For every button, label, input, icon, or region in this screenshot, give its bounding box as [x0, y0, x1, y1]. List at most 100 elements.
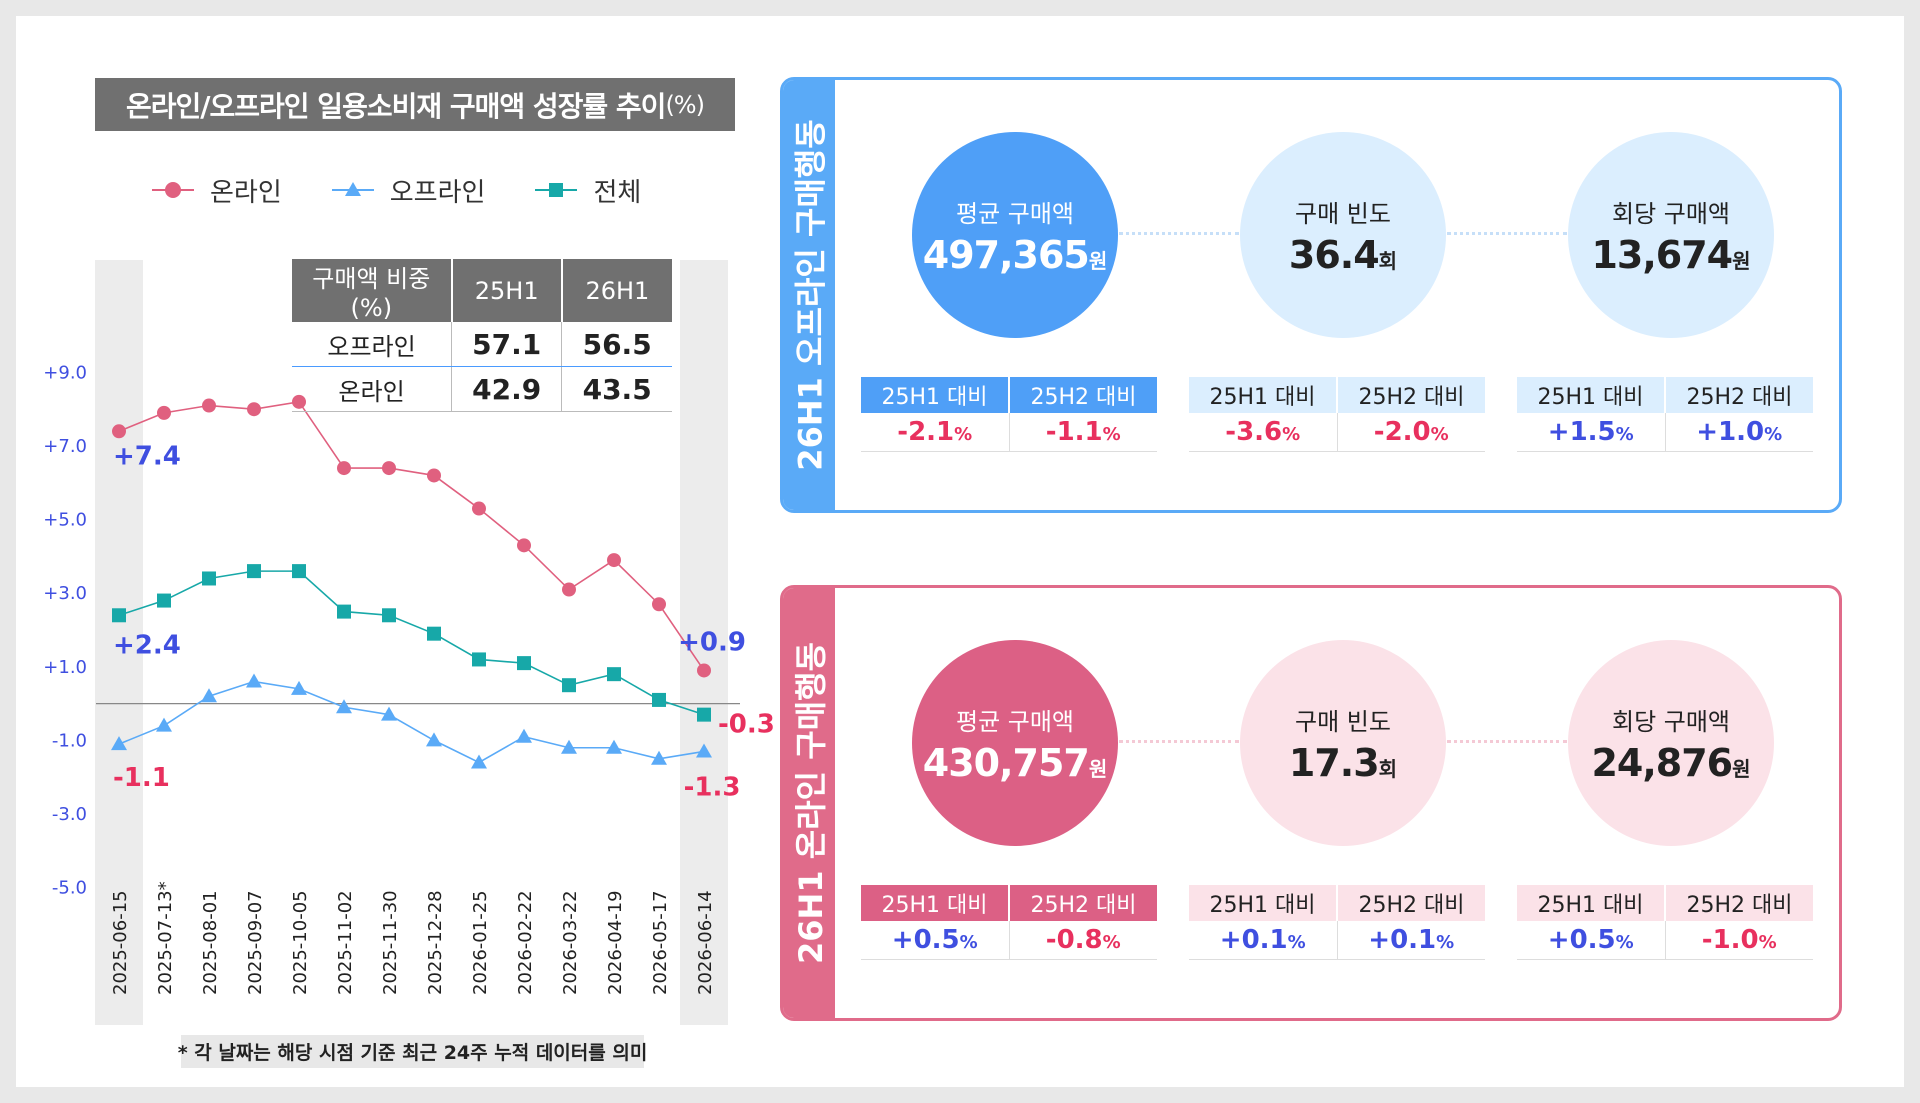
legend-item-total: 전체: [533, 172, 641, 209]
data-point: [697, 663, 711, 678]
data-point: [201, 688, 217, 703]
comparison-table: 25H1 대비 25H2 대비 +0.1% +0.1%: [1189, 885, 1485, 960]
share-table-row: 온라인 42.9 43.5: [292, 366, 672, 412]
share-row-label: 온라인: [292, 366, 452, 412]
change-value: +0.5: [891, 925, 960, 955]
data-point: [247, 402, 261, 417]
data-point: [606, 739, 622, 754]
offline-behavior-panel: 26H1 오프라인 구매행동 평균 구매액 497,365원 구매 빈도 36.…: [780, 77, 1842, 513]
series-line: [118, 570, 705, 716]
data-point: [561, 739, 577, 754]
comparison-cell: +0.5%: [1517, 921, 1666, 960]
x-tick-label: 2025-11-02: [335, 890, 356, 995]
comparison-header: 25H2 대비: [1009, 885, 1157, 921]
pct-unit: %: [954, 424, 973, 445]
x-tick-label: 2025-07-13*: [155, 881, 176, 995]
panel-label: 26H1 오프라인 구매행동: [783, 80, 835, 510]
data-point: [517, 656, 531, 671]
online-behavior-panel: 26H1 온라인 구매행동 평균 구매액 430,757원 구매 빈도 17.3…: [780, 585, 1842, 1021]
comparison-header: 25H1 대비: [1189, 377, 1338, 413]
dotted-connector: [1119, 740, 1239, 743]
comparison-header: 25H1 대비: [1517, 885, 1666, 921]
data-point: [651, 750, 667, 765]
data-point: [427, 626, 441, 641]
y-tick-label: -3.0: [52, 804, 87, 825]
data-label: +0.9: [678, 627, 746, 657]
data-point: [112, 424, 126, 439]
metric-value: 430,757: [922, 740, 1090, 785]
chart-title: 온라인/오프라인 일용소비재 구매액 성장률 추이 (%): [95, 78, 735, 131]
metric-per-visit: 회당 구매액 24,876원: [1523, 640, 1819, 846]
series-line: [118, 680, 705, 764]
share-table-header: 구매액 비중(%) 25H1 26H1: [292, 259, 672, 322]
metric-value: 24,876: [1591, 740, 1733, 785]
comparison-header: 25H2 대비: [1337, 885, 1485, 921]
comparison-cell: +1.5%: [1517, 413, 1666, 452]
legend-item-online: 온라인: [150, 172, 282, 209]
comparison-cell: -1.1%: [1009, 413, 1157, 452]
x-tick-label: 2026-06-14: [695, 890, 716, 995]
series-line: [118, 400, 705, 671]
comparison-table: 25H1 대비 25H2 대비 +0.5% -0.8%: [861, 885, 1157, 960]
legend-label: 오프라인: [389, 177, 486, 208]
dotted-connector: [1447, 232, 1567, 235]
data-point: [247, 564, 261, 579]
x-tick-label: 2026-03-22: [560, 890, 581, 995]
pct-unit: %: [1102, 932, 1121, 953]
comparison-cell: -3.6%: [1189, 413, 1338, 452]
comparison-table: 25H1 대비 25H2 대비 +1.5% +1.0%: [1517, 377, 1813, 452]
comparison-cell: -1.0%: [1665, 921, 1813, 960]
metric-value: 13,674: [1591, 232, 1733, 277]
x-tick-label: 2026-01-25: [470, 890, 491, 995]
change-value: -1.0: [1701, 925, 1759, 955]
chart-title-unit: (%): [665, 90, 705, 119]
x-tick-label: 2025-09-07: [245, 890, 266, 995]
pct-unit: %: [1436, 932, 1455, 953]
metric-unit: 회: [1378, 756, 1398, 781]
y-tick-label: +9.0: [43, 362, 87, 383]
metric-frequency: 구매 빈도 17.3회: [1195, 640, 1491, 846]
data-point: [516, 728, 532, 743]
footnote: * 각 날짜는 해당 시점 기준 최근 24주 누적 데이터를 의미: [178, 1035, 647, 1068]
comparison-table: 25H1 대비 25H2 대비 -3.6% -2.0%: [1189, 377, 1485, 452]
dotted-connector: [1119, 232, 1239, 235]
change-value: +1.0: [1696, 417, 1765, 447]
data-point: [336, 699, 352, 714]
comparison-cell: +1.0%: [1665, 413, 1813, 452]
share-row-label: 오프라인: [292, 322, 452, 367]
panel-label-text: 26H1 오프라인 구매행동: [792, 119, 831, 471]
data-point: [337, 604, 351, 619]
comparison-cell: -0.8%: [1009, 921, 1157, 960]
comparison-cell: -2.1%: [861, 413, 1010, 452]
data-point: [156, 717, 172, 732]
change-value: +0.5: [1547, 925, 1616, 955]
comparison-header: 25H1 대비: [1517, 377, 1666, 413]
pct-unit: %: [1615, 932, 1634, 953]
change-value: -1.1: [1045, 417, 1103, 447]
comparison-header: 25H2 대비: [1665, 885, 1813, 921]
data-point: [292, 564, 306, 579]
share-table-row: 오프라인 57.1 56.5: [292, 322, 672, 367]
data-point: [471, 754, 487, 769]
comparison-header: 25H1 대비: [861, 885, 1010, 921]
comparison-header: 25H2 대비: [1665, 377, 1813, 413]
triangle-marker-icon: [331, 182, 374, 196]
data-point: [202, 571, 216, 586]
metric-label: 회당 구매액: [1611, 707, 1731, 736]
share-table-header-cell: 26H1: [561, 259, 672, 322]
metric-label: 회당 구매액: [1611, 199, 1731, 228]
pct-unit: %: [1282, 424, 1301, 445]
pct-unit: %: [1287, 932, 1306, 953]
data-point: [652, 597, 666, 612]
metric-label: 구매 빈도: [1295, 707, 1391, 736]
data-point: [562, 678, 576, 693]
change-value: -2.1: [897, 417, 955, 447]
y-tick-label: +5.0: [43, 510, 87, 531]
metric-unit: 원: [1088, 248, 1108, 273]
square-marker-icon: [535, 183, 578, 197]
comparison-header: 25H1 대비: [1189, 885, 1338, 921]
data-point: [607, 553, 621, 568]
data-label: -1.3: [684, 772, 741, 802]
metric-unit: 원: [1732, 756, 1751, 781]
y-tick-label: -5.0: [52, 878, 87, 899]
